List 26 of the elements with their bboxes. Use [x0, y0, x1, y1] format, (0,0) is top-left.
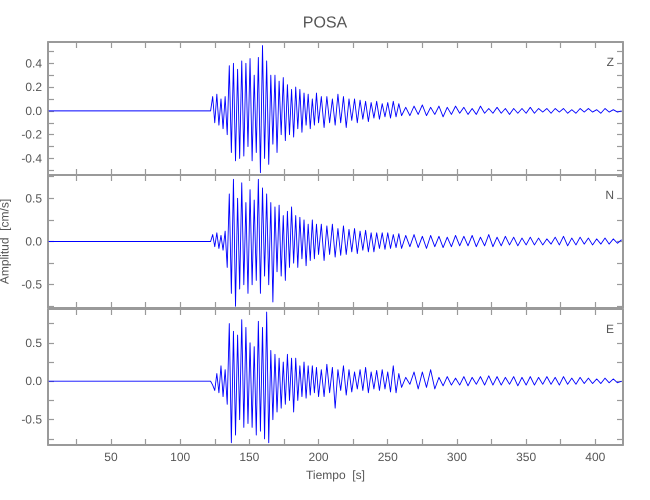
x-axis-title: Tiempo [s]	[306, 468, 365, 482]
y-tick-label: -0.5	[21, 278, 42, 292]
y-tick-label: 0.2	[25, 80, 42, 94]
x-tick-label: 250	[378, 450, 398, 464]
y-tick-label: 0.0	[25, 104, 42, 118]
x-tick-label: 400	[585, 450, 606, 464]
x-tick-label: 50	[104, 450, 118, 464]
y-tick-label: 0.5	[25, 336, 42, 350]
chart-title: POSA	[302, 14, 348, 32]
annotation: Z	[606, 55, 614, 69]
x-tick-label: 200	[308, 450, 329, 464]
y-tick-label: -0.4	[21, 151, 42, 166]
y-tick-label: 0.0	[25, 234, 42, 248]
x-tick-label: 100	[170, 450, 190, 464]
y-tick-label: -0.2	[21, 128, 42, 142]
x-tick-label: 300	[446, 450, 468, 464]
line-series	[48, 312, 622, 444]
x-tick-label: 350	[516, 450, 536, 464]
annotation: N	[605, 188, 614, 202]
y-tick-label: 0.0	[25, 374, 42, 388]
y-axis-title: Amplitud [cm/s]	[0, 198, 12, 284]
y-tick-label: 0.5	[25, 191, 42, 206]
y-tick-label: -0.5	[21, 412, 42, 427]
y-tick-label: 0.4	[25, 56, 42, 70]
annotation: E	[606, 322, 614, 336]
x-tick-label: 150	[239, 450, 260, 464]
